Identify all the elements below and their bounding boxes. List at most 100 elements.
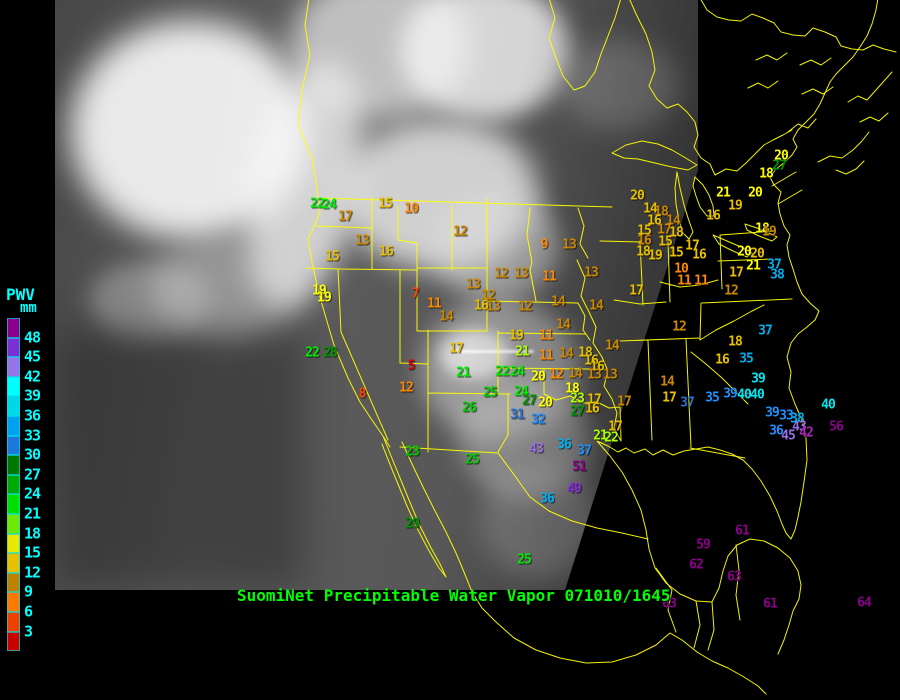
station-pwv-value: 16 <box>706 208 721 224</box>
legend-tick-label: 42 <box>24 367 41 386</box>
station-pwv-value: 12 <box>494 266 509 282</box>
coastline-pacific <box>297 0 767 695</box>
legend-tick-label: 21 <box>24 504 41 523</box>
station-pwv-value: 16 <box>585 401 600 417</box>
station-pwv-value: 12 <box>399 380 414 396</box>
station-pwv-value: 18 <box>728 334 743 350</box>
station-pwv-value: 25 <box>517 552 532 568</box>
station-pwv-value: 15 <box>669 245 684 261</box>
station-pwv-value: 39 <box>723 386 738 402</box>
station-pwv-value: 17 <box>338 209 353 225</box>
station-pwv-value: 16 <box>647 213 662 229</box>
station-pwv-value: 8 <box>358 386 367 402</box>
station-pwv-value: 11 <box>539 328 554 344</box>
station-pwv-value: 27 <box>570 404 585 420</box>
station-pwv-value: 61 <box>735 523 750 539</box>
station-pwv-value: 16 <box>584 353 599 369</box>
station-pwv-value: 20 <box>531 369 546 385</box>
station-pwv-value: 42 <box>799 425 814 441</box>
station-pwv-value: 18 <box>636 244 651 260</box>
station-pwv-value: 13 <box>486 299 501 315</box>
station-pwv-value: 12 <box>549 367 564 383</box>
legend-swatch <box>7 553 20 573</box>
station-pwv-value: 40 <box>737 387 752 403</box>
station-pwv-value: 19 <box>509 328 524 344</box>
station-pwv-value: 24 <box>510 364 525 380</box>
station-pwv-value: 18 <box>669 225 684 241</box>
legend-color-scale: 48 45 42 39 36 33 30 27 24 21 18 15 12 9 6 3 <box>6 318 58 658</box>
station-pwv-value: 12 <box>518 299 533 315</box>
station-pwv-value: 37 <box>577 443 592 459</box>
station-pwv-value: 17 <box>608 419 623 435</box>
station-pwv-value: 13 <box>584 265 599 281</box>
station-pwv-value: 28 <box>323 345 338 361</box>
station-pwv-value: 9 <box>540 237 549 253</box>
legend-tick-label: 9 <box>24 583 33 602</box>
station-pwv-value: 17 <box>587 392 602 408</box>
station-pwv-value: 39 <box>765 405 780 421</box>
station-pwv-value: 16 <box>379 244 394 260</box>
station-pwv-value: 16 <box>637 233 652 249</box>
station-pwv-value: 17 <box>617 394 632 410</box>
station-pwv-value: 23 <box>570 391 585 407</box>
station-pwv-value: 40 <box>750 387 765 403</box>
legend-tick-label: 24 <box>24 485 41 504</box>
legend-swatch <box>7 357 20 377</box>
station-pwv-value: 14 <box>439 309 454 325</box>
legend-tick-label: 48 <box>24 328 41 347</box>
legend-swatch <box>7 396 20 416</box>
station-pwv-value: 45 <box>781 428 796 444</box>
station-pwv-value: 20 <box>750 246 765 262</box>
station-pwv-value: 15 <box>325 249 340 265</box>
station-pwv-value: 14 <box>666 213 681 229</box>
station-pwv-value: 13 <box>562 237 577 253</box>
coastline-gulf-atlantic <box>596 0 893 655</box>
state-borders <box>305 171 803 651</box>
station-pwv-value: 11 <box>427 296 442 312</box>
station-pwv-value: 11 <box>539 348 554 364</box>
station-pwv-value: 5 <box>407 358 416 374</box>
station-pwv-value: 16 <box>715 352 730 368</box>
legend-swatch <box>7 572 20 593</box>
station-pwv-value: 25 <box>465 452 480 468</box>
station-pwv-value: 18 <box>755 221 770 237</box>
station-pwv-value: 11 <box>694 273 709 289</box>
station-pwv-value: 11 <box>677 273 692 289</box>
station-pwv-value: 39 <box>751 371 766 387</box>
station-pwv-value: 21 <box>593 428 608 444</box>
station-pwv-value: 13 <box>355 233 370 249</box>
station-pwv-value: 13 <box>587 367 602 383</box>
station-pwv-value: 23 <box>405 444 420 460</box>
station-pwv-value: 14 <box>551 294 566 310</box>
station-pwv-value: 17 <box>657 222 672 238</box>
station-pwv-value: 19 <box>762 224 777 240</box>
legend-tick-label: 33 <box>24 426 41 445</box>
station-pwv-value: 13 <box>466 277 481 293</box>
station-pwv-value: 32 <box>531 412 546 428</box>
station-pwv-value: 15 <box>378 196 393 212</box>
station-pwv-value: 26 <box>462 400 477 416</box>
station-pwv-value: 38 <box>790 411 805 427</box>
station-pwv-value: 31 <box>510 407 525 423</box>
station-pwv-value: 18 <box>578 345 593 361</box>
station-pwv-value: 19 <box>728 198 743 214</box>
legend-title: PWV <box>6 285 35 304</box>
station-pwv-value: 18 <box>565 381 580 397</box>
station-pwv-value: 17 <box>629 283 644 299</box>
station-pwv-value: 16 <box>692 247 707 263</box>
station-pwv-value: 24 <box>514 384 529 400</box>
station-pwv-value: 38 <box>770 267 785 283</box>
station-pwv-value: 17 <box>685 238 700 254</box>
station-pwv-value: 37 <box>767 257 782 273</box>
legend-swatch <box>7 592 20 612</box>
legend-units: mm <box>20 300 37 316</box>
station-pwv-value: 14 <box>660 374 675 390</box>
legend-swatch <box>7 435 20 456</box>
legend-tick-label: 39 <box>24 387 41 406</box>
product-title: SuomiNet Precipitable Water Vapor 071010… <box>237 586 671 605</box>
legend-tick-label: 30 <box>24 445 41 464</box>
legend-tick-label: 12 <box>24 563 41 582</box>
